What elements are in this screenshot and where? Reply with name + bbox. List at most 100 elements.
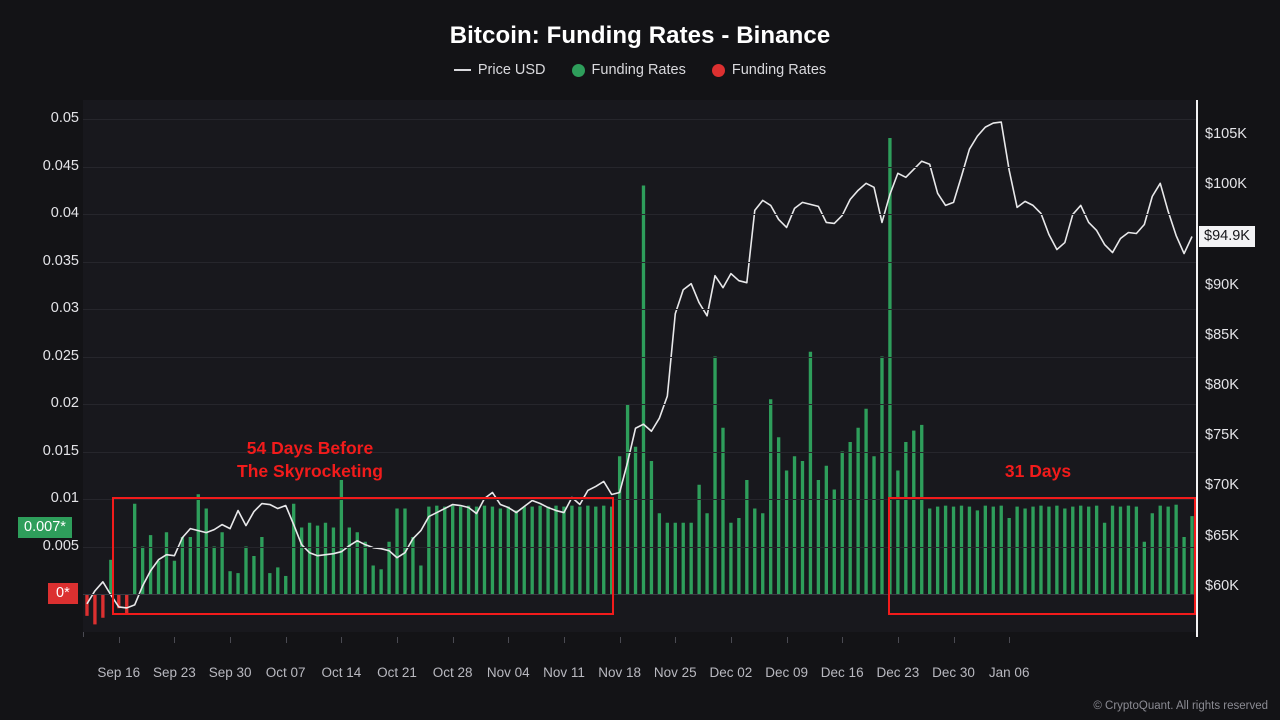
y-axis-right-line: [1196, 100, 1198, 637]
y-axis-right-tick-label: $75K: [1205, 427, 1239, 444]
funding-rate-bar: [228, 571, 232, 594]
funding-rate-bar: [1126, 505, 1131, 594]
funding-rate-bar: [490, 506, 495, 594]
funding-rate-bar: [260, 537, 264, 594]
y-axis-right-tick-label: $85K: [1205, 326, 1239, 343]
price-line: [86, 121, 1193, 609]
gridline: [83, 309, 1196, 310]
funding-rate-bar: [967, 506, 972, 594]
y-axis-right-tick-label: $80K: [1205, 377, 1239, 394]
y-axis-left-tick-label: 0.025: [42, 347, 79, 364]
funding-rate-bar: [538, 505, 542, 594]
funding-rate-bar: [252, 556, 256, 594]
annotation-label-54-days: 54 Days Before The Skyrocketing: [237, 438, 383, 482]
x-axis-tick-label: Oct 21: [377, 665, 417, 680]
funding-rate-bar: [610, 506, 614, 594]
x-axis-tick: [897, 637, 899, 643]
funding-rate-bar: [1031, 506, 1035, 594]
funding-rate-bar: [1039, 505, 1043, 594]
funding-rate-bar: [721, 427, 725, 594]
funding-rate-bar: [1094, 505, 1099, 594]
funding-rate-bar: [800, 461, 805, 594]
funding-rate-bar: [93, 594, 97, 625]
funding-rate-bar: [371, 565, 375, 594]
funding-rate-bar: [204, 508, 208, 594]
funding-rate-bar: [602, 505, 606, 594]
funding-rate-bar: [840, 451, 844, 594]
funding-rate-bar: [689, 522, 693, 594]
funding-rate-bar: [109, 559, 113, 594]
zero-line: [83, 594, 1196, 595]
funding-rate-bar: [474, 506, 479, 594]
funding-rate-bar: [498, 508, 503, 594]
gridline: [83, 499, 1196, 500]
legend-label-funding-positive: Funding Rates: [591, 62, 686, 78]
funding-rate-bar: [816, 480, 821, 594]
legend-item-funding-negative[interactable]: Funding Rates: [711, 62, 826, 78]
funding-rate-bar: [443, 506, 447, 594]
funding-rate-bar: [1023, 508, 1027, 594]
funding-rate-bar: [578, 506, 582, 594]
funding-rate-bar: [753, 508, 757, 594]
funding-rate-bar: [784, 470, 789, 594]
funding-rate-bar: [649, 461, 654, 594]
x-axis-tick: [397, 637, 398, 643]
y-axis-right-tick-label: $65K: [1205, 527, 1239, 544]
funding-rate-bar: [236, 573, 240, 594]
annotation-label-31-days: 31 Days: [1004, 461, 1072, 481]
funding-rate-bar: [665, 522, 669, 594]
funding-rate-bar: [896, 470, 900, 594]
x-axis-tick-label: Sep 16: [97, 665, 141, 680]
y-axis-left-tick-label: 0.035: [42, 252, 79, 269]
funding-rate-bar: [347, 527, 351, 594]
funding-rate-bar: [1015, 506, 1019, 594]
plot-area: [83, 100, 1196, 632]
x-axis-tick-label: Sep 23: [152, 665, 196, 680]
gridline: [83, 214, 1196, 215]
funding-rate-bar: [920, 424, 924, 594]
gridline: [83, 119, 1196, 120]
funding-rate-bar: [514, 510, 518, 594]
x-axis-tick-label: Nov 18: [598, 665, 641, 680]
funding-rate-bar: [148, 535, 153, 594]
funding-rate-bar: [594, 506, 598, 594]
legend-label-price: Price USD: [477, 62, 546, 78]
chart-series-svg: [85, 121, 1194, 625]
funding-rate-bar: [331, 527, 336, 594]
funding-rate-bar: [395, 508, 399, 594]
gridline: [83, 356, 1196, 358]
funding-rate-bar: [117, 594, 121, 609]
funding-rate-bar: [617, 456, 622, 594]
x-axis-tick: [1009, 637, 1011, 643]
x-axis-tick: [341, 637, 343, 643]
funding-rate-bar: [1071, 506, 1075, 594]
funding-rate-bar: [156, 560, 161, 594]
funding-rate-bar: [1102, 522, 1107, 594]
y-axis-left-tick-label: 0.015: [42, 442, 79, 459]
y-axis-left-tick-label: 0.045: [42, 157, 79, 174]
funding-rate-bar: [570, 505, 574, 594]
funding-rate-bar: [1063, 508, 1067, 594]
funding-rate-bar: [959, 505, 964, 594]
x-axis-tick: [730, 637, 732, 643]
gridline: [83, 451, 1196, 453]
legend-item-funding-positive[interactable]: Funding Rates: [571, 62, 686, 78]
legend-item-price[interactable]: Price USD: [453, 62, 546, 78]
x-axis-tick-label: Dec 09: [765, 665, 808, 680]
funding-rate-bar: [427, 506, 431, 594]
funding-rate-bar: [506, 506, 510, 594]
funding-rate-bar: [1166, 506, 1170, 594]
y-axis-left-tick-label: 0.05: [50, 110, 79, 126]
x-axis-tick: [675, 637, 677, 643]
x-axis-tick-label: Dec 02: [709, 665, 753, 680]
funding-rate-bar: [1190, 516, 1194, 594]
funding-rate-bar: [1134, 506, 1139, 594]
funding-rate-bar: [904, 442, 908, 594]
x-axis-tick-label: Nov 04: [486, 665, 530, 680]
x-axis-tick: [786, 637, 788, 643]
funding-rate-bar: [125, 594, 129, 613]
funding-rate-bar: [975, 510, 980, 594]
x-axis-tick-label: Oct 07: [265, 665, 306, 680]
funding-rate-bar: [244, 546, 248, 594]
